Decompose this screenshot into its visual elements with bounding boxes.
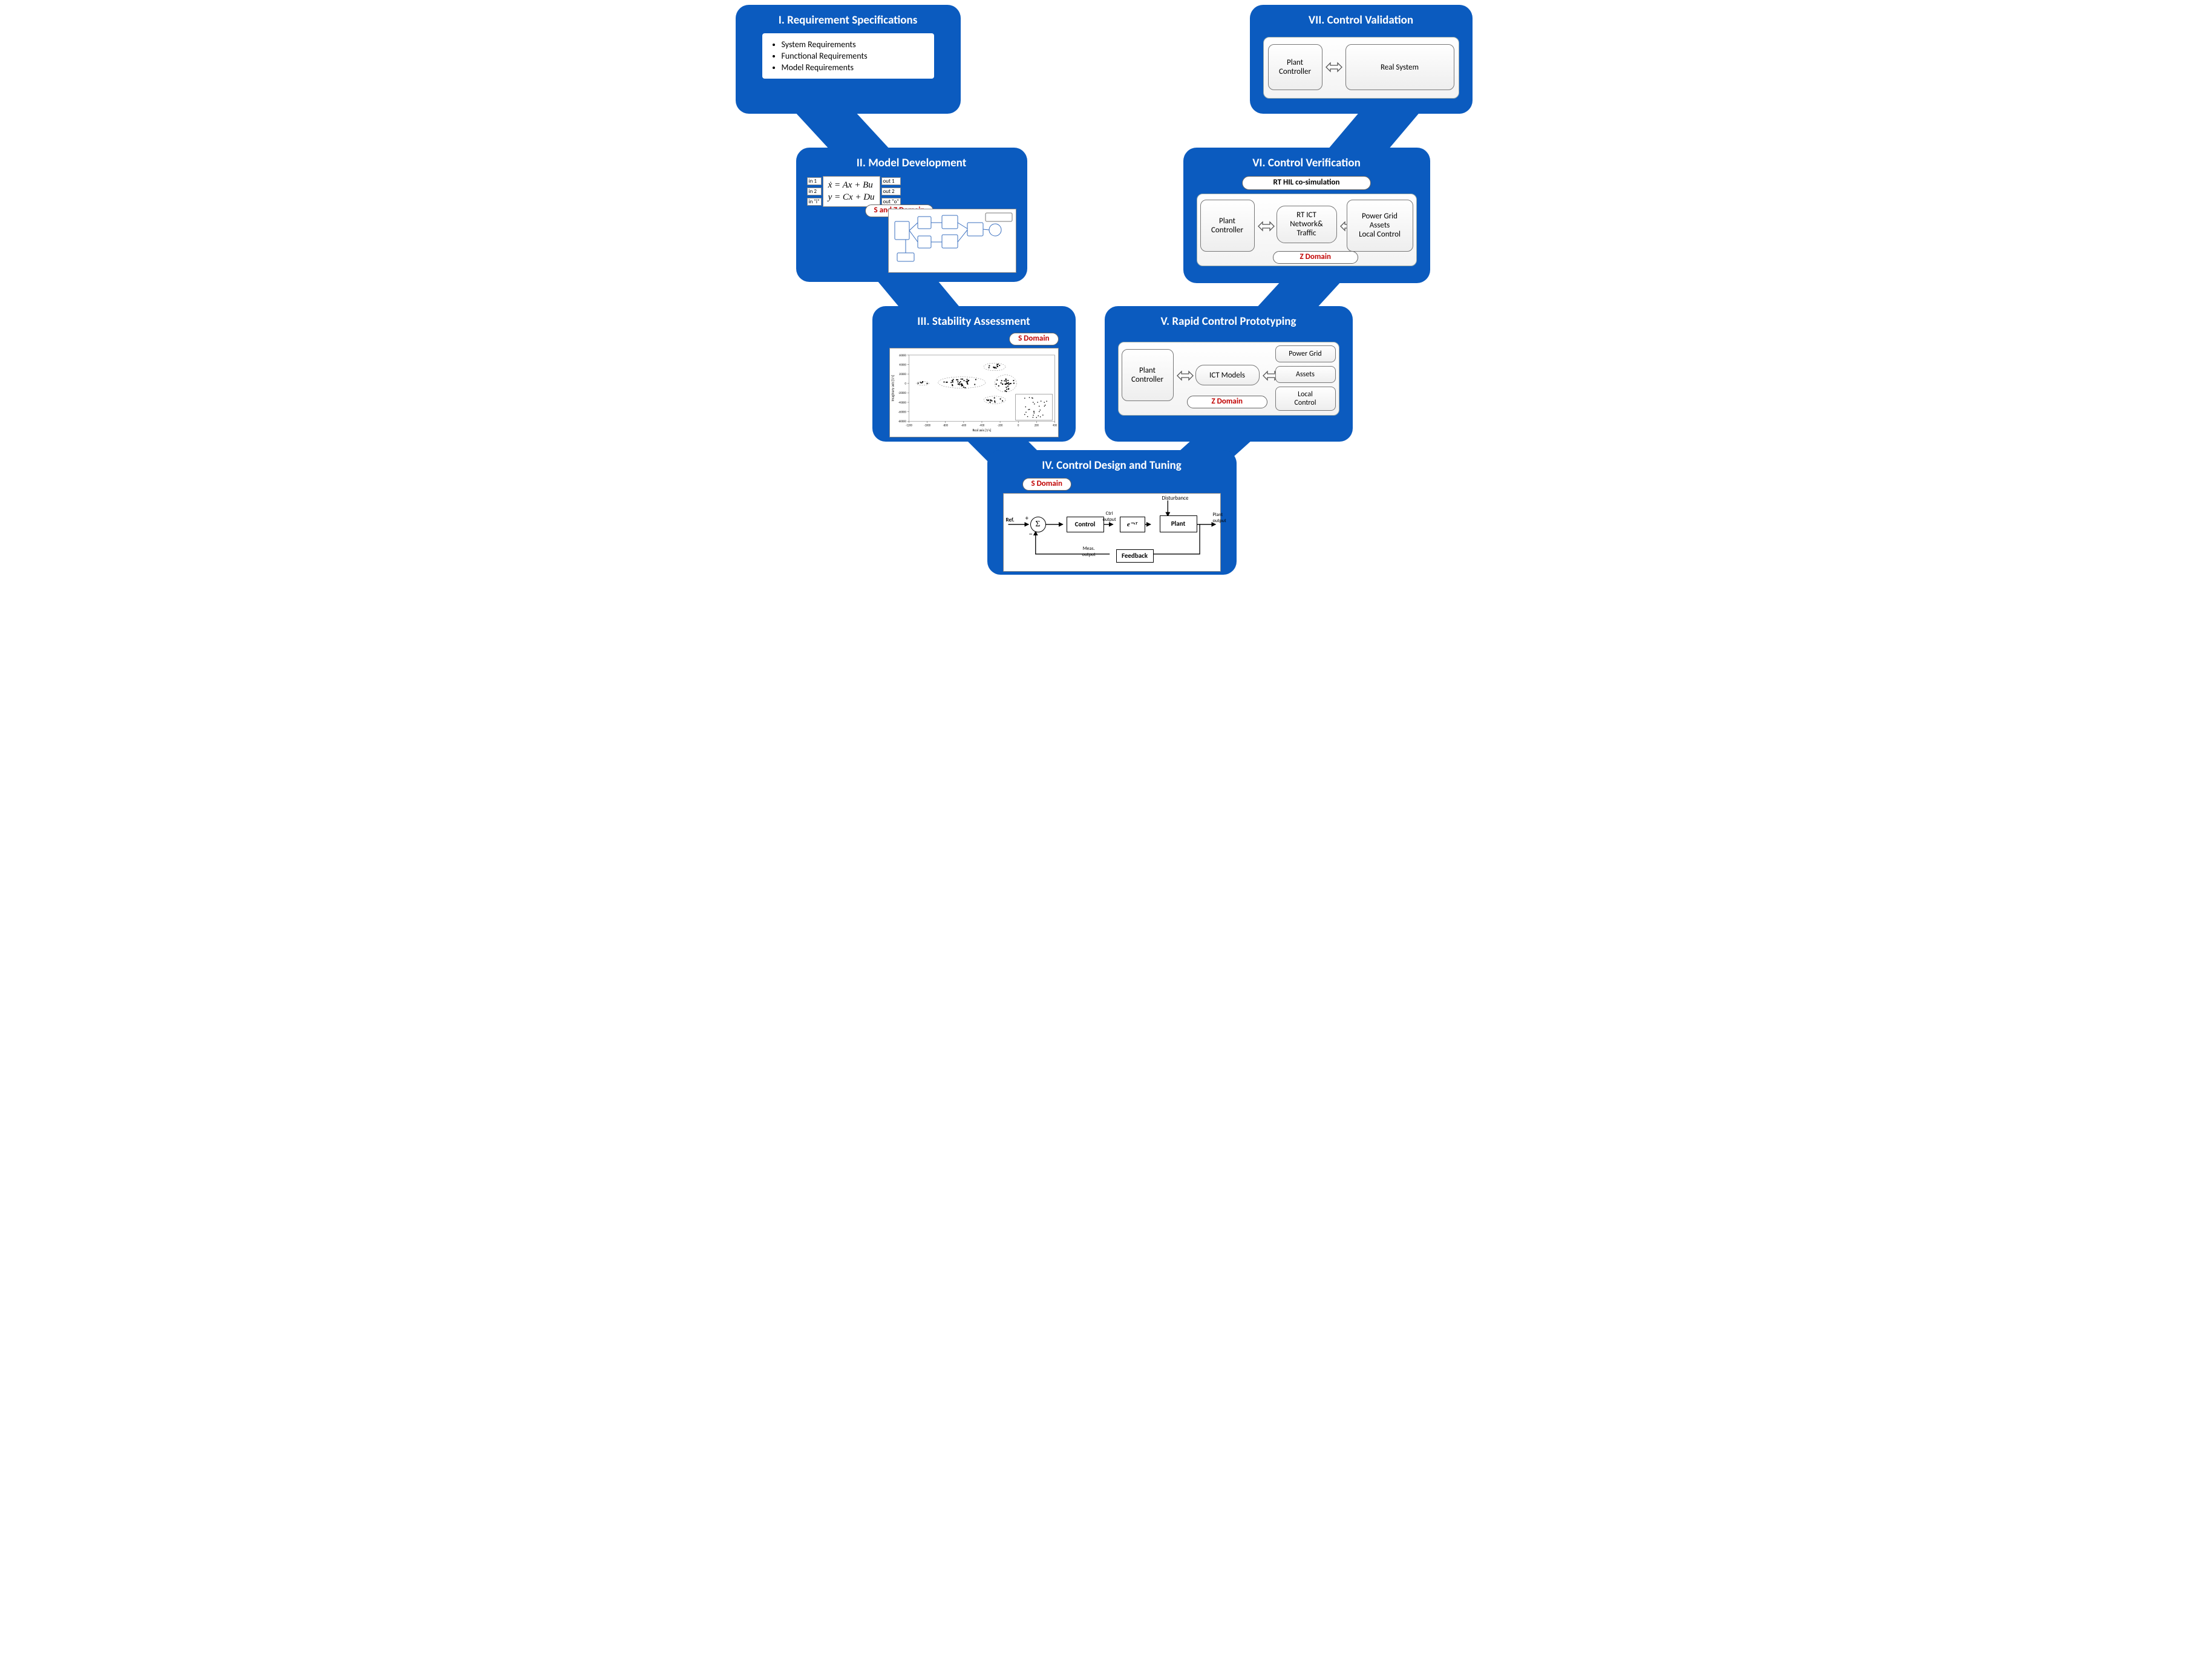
power-grid-assets-box: Power Grid Assets Local Control [1347, 200, 1413, 252]
card-title: II. Model Development [807, 156, 1016, 170]
card-requirement-specs: I. Requirement Specifications System Req… [736, 5, 961, 114]
svg-text:-40000: -40000 [898, 402, 906, 405]
control-block: Control [1067, 517, 1104, 532]
plant-controller-box: Plant Controller [1122, 349, 1174, 401]
svg-text:-20000: -20000 [898, 392, 906, 395]
card-title: VII. Control Validation [1261, 13, 1462, 27]
local-control-box: Local Control [1275, 387, 1336, 411]
feedback-block: Feedback [1116, 549, 1154, 563]
req-bullet: System Requirements [782, 39, 928, 50]
port-label: in 1 [807, 177, 822, 185]
meas-output-label: Meas. output [1082, 546, 1096, 558]
domain-pill: Z Domain [1273, 251, 1359, 264]
svg-text:-60000: -60000 [898, 411, 906, 414]
svg-text:-400: -400 [979, 424, 984, 427]
svg-text:-200: -200 [997, 424, 1002, 427]
control-loop-block-diagram: Ref. + − Σ Control Ctrl output e⁻ˢᵀ Plan… [1003, 493, 1221, 572]
card-control-validation: VII. Control Validation Plant Controller… [1250, 5, 1473, 114]
port-label: in "i" [807, 198, 822, 206]
card-rapid-prototyping: V. Rapid Control Prototyping Plant Contr… [1105, 306, 1353, 442]
card-title: III. Stability Assessment [883, 315, 1065, 328]
disturbance-label: Disturbance [1162, 495, 1189, 502]
svg-text:400: 400 [1052, 424, 1057, 427]
v-model-diagram: I. Requirement Specifications System Req… [726, 0, 1485, 581]
svg-text:60000: 60000 [899, 355, 906, 358]
svg-text:-600: -600 [961, 424, 966, 427]
plant-block: Plant [1160, 515, 1197, 532]
ctrl-output-label: Ctrl output [1103, 511, 1116, 523]
svg-text:-1200: -1200 [906, 424, 912, 427]
port-label: out 1 [881, 177, 901, 185]
card-model-development: II. Model Development in 1 in 2 in "i" ẋ… [796, 148, 1027, 282]
svg-text:20000: 20000 [899, 373, 906, 376]
req-bullet: Model Requirements [782, 62, 928, 73]
double-arrow-icon [1176, 370, 1194, 382]
card-title: VI. Control Verification [1194, 156, 1419, 170]
eq-line: ẋ = Ax + Bu [828, 179, 875, 191]
card-control-design: IV. Control Design and Tuning S Domain [987, 450, 1237, 575]
double-arrow-icon [1257, 220, 1275, 232]
ict-models-box: ICT Models [1195, 365, 1260, 385]
minus-sign: − [1029, 530, 1033, 539]
eigenvalue-scatter-plot: -80000 -60000 -40000 -20000 0 20000 40000 60000… [889, 348, 1059, 437]
port-label: out 2 [881, 188, 901, 195]
card-control-verification: VI. Control Verification RT HIL co-simul… [1183, 148, 1430, 283]
card-title: I. Requirement Specifications [747, 13, 950, 27]
domain-pill: Z Domain [1187, 396, 1268, 408]
svg-text:200: 200 [1034, 424, 1039, 427]
svg-text:0: 0 [1018, 424, 1019, 427]
svg-text:0: 0 [904, 383, 906, 386]
svg-text:40000: 40000 [899, 364, 906, 367]
plus-sign: + [1025, 514, 1028, 522]
plant-controller-box: Plant Controller [1200, 200, 1255, 252]
assets-box: Assets [1275, 366, 1336, 383]
subtitle-pill: RT HIL co-simulation [1242, 176, 1370, 190]
delay-block: e⁻ˢᵀ [1120, 517, 1145, 532]
domain-pill: S Domain [1009, 333, 1058, 345]
svg-text:Imaginary axis [1/s]: Imaginary axis [1/s] [891, 374, 895, 401]
svg-text:-80000: -80000 [898, 420, 906, 423]
card-stability-assessment: III. Stability Assessment S Domain -8000… [872, 306, 1076, 442]
double-arrow-icon [1325, 61, 1343, 73]
card-title: IV. Control Design and Tuning [998, 459, 1226, 472]
plant-controller-box: Plant Controller [1268, 44, 1322, 90]
svg-text:-1000: -1000 [924, 424, 930, 427]
card-title: V. Rapid Control Prototyping [1116, 315, 1342, 328]
rt-ict-box: RT ICT Network& Traffic [1277, 206, 1337, 243]
domain-pill: S Domain [1022, 478, 1071, 491]
req-bullet: Functional Requirements [782, 51, 928, 61]
simulink-schematic-thumb [888, 209, 1016, 273]
requirements-panel: System Requirements Functional Requireme… [762, 33, 934, 79]
port-label: in 2 [807, 188, 822, 195]
plant-output-label: Plant output [1213, 512, 1226, 524]
sum-junction: Σ [1030, 517, 1046, 532]
ref-label: Ref. [1006, 517, 1015, 523]
svg-text:Real axis [1/s]: Real axis [1/s] [972, 428, 991, 433]
svg-text:-800: -800 [943, 424, 948, 427]
eq-line: y = Cx + Du [828, 191, 875, 203]
state-space-eq-box: ẋ = Ax + Bu y = Cx + Du [823, 176, 880, 207]
real-system-box: Real System [1345, 44, 1454, 90]
power-grid-box: Power Grid [1275, 345, 1336, 362]
